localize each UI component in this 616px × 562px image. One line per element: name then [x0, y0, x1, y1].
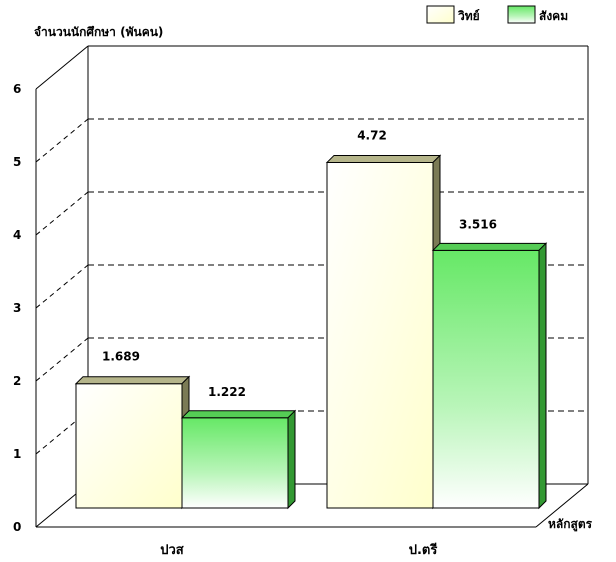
- bar-top-face: [431, 242, 548, 251]
- gridline-diagonal: [35, 337, 89, 382]
- gridline-diagonal: [35, 191, 89, 236]
- y-axis-top-edge: [35, 45, 89, 90]
- value-label: 4.72: [357, 128, 387, 142]
- legend-swatch-social: [507, 5, 536, 24]
- y-axis-ticks: 0 1 2 3 4 5 6: [13, 82, 21, 534]
- floor-right-edge: [535, 483, 589, 528]
- value-label: 1.689: [102, 350, 140, 364]
- bar-side-face: [538, 242, 547, 510]
- value-label: 3.516: [459, 217, 497, 231]
- value-labels: 1.689 1.222 4.72 3.516: [102, 128, 497, 398]
- y-axis-title: จำนวนนักศึกษา (พันคน): [34, 25, 163, 39]
- legend: วิทย์ สังคม: [426, 5, 568, 24]
- y-tick-label: 2: [13, 374, 21, 388]
- y-tick-label: 1: [13, 447, 21, 461]
- y-tick-label: 3: [13, 301, 21, 315]
- bar-science-0: [75, 383, 183, 509]
- x-axis-title: หลักสูตร: [548, 517, 593, 532]
- bar-side-face: [287, 409, 296, 510]
- x-tick-label: ป.ตรี: [409, 542, 438, 558]
- gridline-diagonal: [35, 264, 89, 309]
- y-tick-label: 6: [13, 82, 21, 96]
- y-tick-label: 4: [13, 228, 21, 242]
- value-label: 1.222: [208, 385, 246, 399]
- bar-science-1: [326, 161, 434, 509]
- bar-top-face: [74, 376, 191, 385]
- y-tick-label: 0: [13, 520, 21, 534]
- x-axis-ticks: ปวส ป.ตรี: [160, 542, 437, 558]
- bar-top-face: [325, 154, 442, 163]
- gridline-diagonal: [35, 118, 89, 163]
- bars: [74, 154, 548, 510]
- legend-label-science: วิทย์: [458, 9, 480, 23]
- y-tick-label: 5: [13, 155, 21, 169]
- bar-social-1: [432, 249, 540, 509]
- bar-social-0: [181, 417, 289, 509]
- bar-top-face: [180, 410, 297, 419]
- legend-swatch-science: [426, 5, 455, 24]
- legend-label-social: สังคม: [539, 9, 568, 23]
- x-tick-label: ปวส: [160, 543, 184, 558]
